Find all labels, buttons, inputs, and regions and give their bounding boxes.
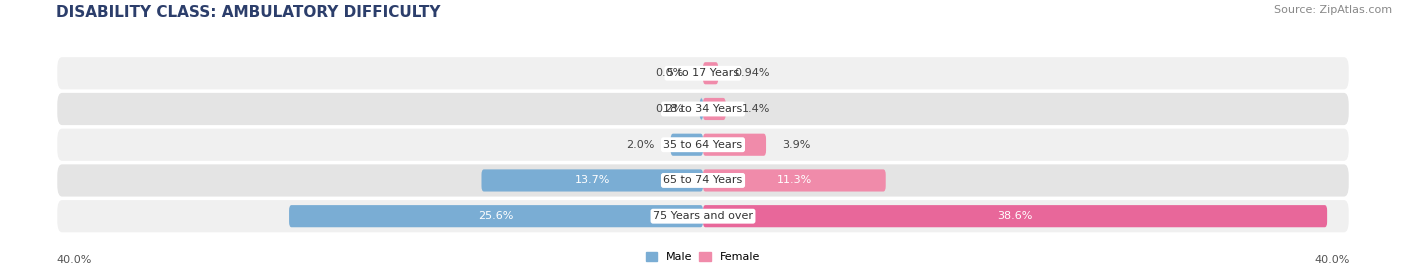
Text: 13.7%: 13.7% (575, 176, 610, 185)
Text: 75 Years and over: 75 Years and over (652, 211, 754, 221)
Text: 2.0%: 2.0% (626, 140, 655, 150)
FancyBboxPatch shape (56, 163, 1350, 198)
Text: 65 to 74 Years: 65 to 74 Years (664, 176, 742, 185)
Text: Source: ZipAtlas.com: Source: ZipAtlas.com (1274, 5, 1392, 15)
Text: 18 to 34 Years: 18 to 34 Years (664, 104, 742, 114)
FancyBboxPatch shape (671, 134, 703, 156)
FancyBboxPatch shape (290, 205, 703, 227)
Text: 11.3%: 11.3% (776, 176, 813, 185)
FancyBboxPatch shape (700, 98, 703, 120)
Text: 38.6%: 38.6% (997, 211, 1033, 221)
Text: DISABILITY CLASS: AMBULATORY DIFFICULTY: DISABILITY CLASS: AMBULATORY DIFFICULTY (56, 5, 440, 20)
FancyBboxPatch shape (703, 134, 766, 156)
Text: 1.4%: 1.4% (742, 104, 770, 114)
Text: 0.2%: 0.2% (655, 104, 683, 114)
Text: 0.0%: 0.0% (655, 68, 683, 78)
FancyBboxPatch shape (56, 199, 1350, 233)
Text: 0.94%: 0.94% (734, 68, 770, 78)
FancyBboxPatch shape (56, 92, 1350, 126)
Legend: Male, Female: Male, Female (647, 252, 759, 262)
Text: 25.6%: 25.6% (478, 211, 513, 221)
Text: 40.0%: 40.0% (1315, 255, 1350, 265)
FancyBboxPatch shape (56, 128, 1350, 162)
Text: 40.0%: 40.0% (56, 255, 91, 265)
Text: 3.9%: 3.9% (782, 140, 811, 150)
FancyBboxPatch shape (481, 169, 703, 192)
FancyBboxPatch shape (703, 62, 718, 84)
FancyBboxPatch shape (703, 98, 725, 120)
FancyBboxPatch shape (703, 205, 1327, 227)
Text: 35 to 64 Years: 35 to 64 Years (664, 140, 742, 150)
FancyBboxPatch shape (703, 169, 886, 192)
FancyBboxPatch shape (56, 56, 1350, 90)
Text: 5 to 17 Years: 5 to 17 Years (666, 68, 740, 78)
